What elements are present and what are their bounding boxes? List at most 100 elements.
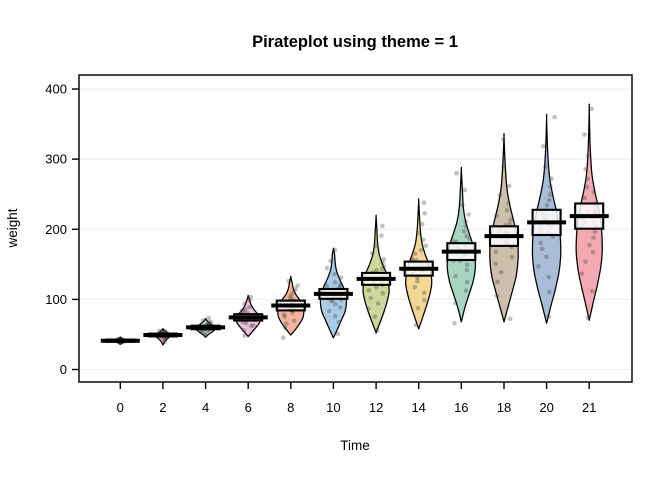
data-point-time-6: [248, 323, 254, 329]
x-tick-label-16: 16: [454, 400, 468, 415]
data-point-time-21: [585, 153, 591, 159]
data-point-time-16: [463, 288, 469, 294]
data-point-time-18: [494, 213, 499, 218]
data-point-time-12: [381, 264, 387, 270]
data-point-time-16: [467, 236, 472, 241]
data-point-time-6: [248, 294, 253, 300]
data-point-time-10: [328, 298, 334, 304]
data-point-time-20: [547, 289, 552, 295]
data-point-time-18: [506, 183, 512, 189]
data-point-time-10: [337, 305, 343, 310]
data-point-time-8: [293, 286, 298, 292]
data-point-time-8: [291, 318, 297, 324]
data-point-time-8: [295, 283, 301, 288]
data-point-time-18: [506, 201, 511, 206]
data-point-time-8: [286, 278, 292, 284]
data-point-time-8: [287, 295, 293, 300]
data-point-time-21: [584, 184, 590, 190]
data-point-time-6: [242, 301, 247, 307]
data-point-time-6: [242, 306, 248, 312]
data-point-time-8: [282, 314, 288, 320]
data-point-time-12: [373, 243, 379, 248]
data-point-time-18: [504, 208, 510, 213]
data-point-time-12: [381, 257, 387, 262]
data-point-time-10: [337, 283, 343, 289]
data-point-time-18: [509, 254, 515, 260]
data-point-time-10: [338, 275, 344, 281]
data-point-time-20: [547, 197, 552, 203]
data-point-time-21: [590, 288, 595, 294]
data-point-time-10: [326, 308, 332, 314]
data-point-time-16: [452, 320, 457, 326]
y-tick-label-400: 400: [45, 82, 67, 97]
data-point-time-12: [380, 260, 385, 266]
x-tick-label-8: 8: [287, 400, 294, 415]
plot-border: [78, 74, 633, 383]
x-tick-label-2: 2: [159, 400, 166, 415]
data-point-time-10: [332, 271, 337, 277]
data-point-time-14: [421, 200, 427, 205]
x-tick-label-12: 12: [369, 400, 383, 415]
data-point-time-12: [374, 327, 380, 333]
x-tick-label-0: 0: [117, 400, 124, 415]
data-point-time-21: [585, 176, 590, 182]
data-point-time-2: [162, 329, 168, 334]
data-point-time-20: [541, 144, 546, 149]
data-point-time-8: [289, 292, 294, 297]
x-axis-label: Time: [340, 438, 370, 453]
data-point-time-6: [243, 321, 249, 326]
data-point-time-21: [582, 132, 587, 137]
data-point-time-16: [464, 279, 470, 285]
data-point-time-12: [380, 223, 385, 229]
x-tick-label-20: 20: [539, 400, 553, 415]
data-point-time-14: [421, 297, 427, 303]
data-point-time-18: [497, 192, 503, 198]
data-point-time-21: [583, 259, 588, 264]
data-point-time-14: [412, 251, 418, 256]
data-point-time-8: [290, 310, 295, 315]
data-point-time-14: [418, 247, 424, 253]
data-point-time-14: [421, 290, 427, 296]
data-point-time-18: [498, 269, 504, 275]
data-point-time-10: [335, 331, 341, 337]
plot-area: 0 100 200 300 400 0 2 4 6 8 10 12 14 16 18 20 21: [45, 74, 633, 415]
x-tick-label-14: 14: [411, 400, 425, 415]
x-tick-label-18: 18: [497, 400, 511, 415]
data-point-time-14: [409, 255, 414, 261]
data-point-time-6: [247, 297, 252, 303]
data-point-time-4: [207, 320, 212, 326]
data-point-time-18: [501, 164, 507, 170]
data-point-time-14: [412, 284, 418, 290]
data-point-time-16: [463, 224, 469, 229]
y-tick-label-200: 200: [45, 222, 67, 237]
data-point-time-6: [242, 309, 247, 315]
data-point-time-10: [338, 282, 344, 287]
data-point-time-18: [500, 137, 506, 142]
data-point-time-18: [508, 217, 513, 223]
data-point-time-16: [461, 229, 467, 234]
data-point-time-14: [422, 210, 427, 216]
data-point-time-18: [493, 249, 499, 255]
data-point-time-14: [420, 237, 426, 243]
data-point-time-6: [241, 328, 247, 333]
data-point-time-12: [372, 314, 378, 320]
data-point-time-21: [587, 242, 592, 248]
data-point-time-12: [379, 233, 384, 238]
data-point-time-2: [156, 328, 162, 334]
data-point-time-14: [420, 221, 425, 227]
data-point-time-20: [538, 240, 543, 246]
data-point-time-21: [589, 106, 594, 111]
data-point-time-21: [591, 235, 596, 240]
data-point-time-16: [454, 170, 459, 176]
data-point-time-4: [206, 316, 211, 321]
x-tick-label-6: 6: [245, 400, 252, 415]
data-point-time-16: [466, 212, 471, 217]
y-axis-label: weight: [5, 208, 20, 248]
data-point-time-20: [547, 192, 553, 197]
data-point-time-4: [208, 319, 214, 325]
y-tick-label-0: 0: [60, 362, 67, 377]
data-point-time-20: [546, 274, 551, 280]
data-point-time-21: [585, 315, 590, 320]
data-point-time-8: [284, 321, 289, 326]
